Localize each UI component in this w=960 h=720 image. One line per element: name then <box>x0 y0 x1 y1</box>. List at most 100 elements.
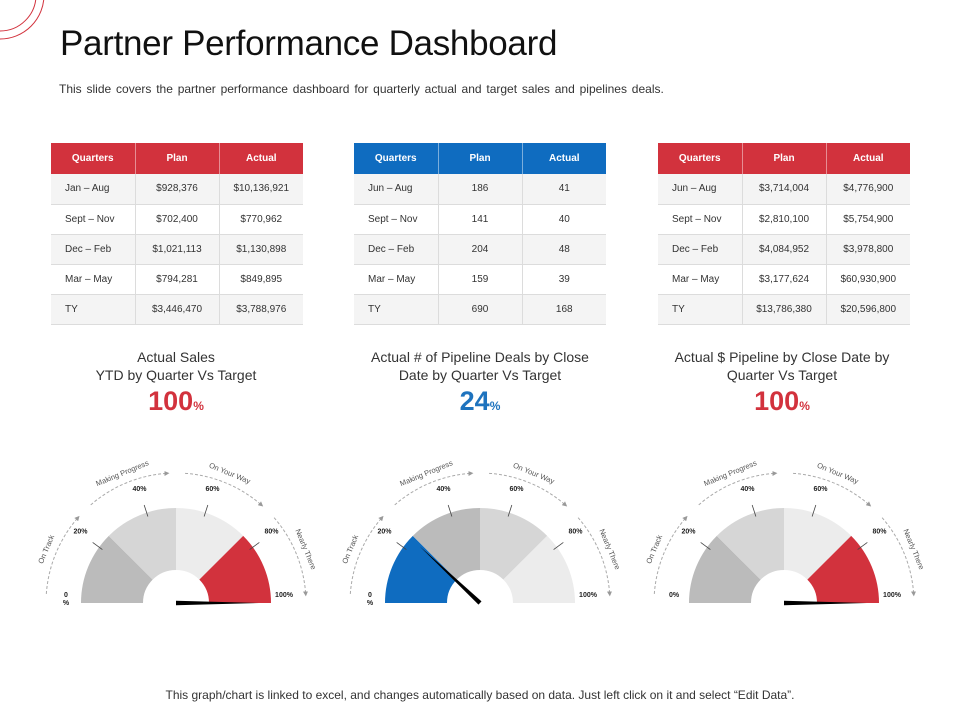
zone-label: Nearly There <box>293 528 318 571</box>
gauge-tick <box>857 542 868 550</box>
gauge-segment <box>689 535 761 603</box>
gauge-tick <box>249 542 260 550</box>
cell-plan: $1,021,113 <box>135 234 220 265</box>
gauge-sales: 0 % 20% 40% 60% 80% 100% On Track Making Progres… <box>36 458 318 607</box>
header-quarters: Quarters <box>51 143 136 174</box>
header-plan: Plan <box>438 143 523 174</box>
tick-label-line: 60% <box>205 486 220 493</box>
zone-label: On Your Way <box>512 461 556 486</box>
header-quarters: Quarters <box>354 143 439 174</box>
gauge-pipeline: 0% 20% 40% 60% 80% 100% On Track Making Progres… <box>644 458 926 606</box>
metric-value-deals: 24% <box>340 386 620 417</box>
tick-label-line: 40% <box>437 486 452 493</box>
gauge-tick <box>92 542 103 550</box>
cell-plan: 204 <box>438 234 523 265</box>
tick-label-line: 100% <box>883 592 902 599</box>
cell-plan: $3,177,624 <box>742 264 827 295</box>
page-subtitle: This slide covers the partner performanc… <box>59 82 664 96</box>
cell-plan: 690 <box>438 294 523 325</box>
cell-actual: 48 <box>522 234 606 265</box>
zone-arc <box>185 472 264 507</box>
zone-label: Making Progress <box>399 458 455 488</box>
cell-actual: $10,136,921 <box>219 174 303 205</box>
cell-actual: $1,130,898 <box>219 234 303 265</box>
zone-arc <box>349 515 384 594</box>
zone-label: On Track <box>644 533 664 565</box>
gauge-segment <box>385 535 457 603</box>
caption-line: YTD by Quarter Vs Target <box>95 367 257 383</box>
metric-number: 100 <box>148 386 194 416</box>
header-plan: Plan <box>135 143 220 174</box>
gauge-segment <box>81 535 153 603</box>
gauge-segment <box>412 508 480 580</box>
header-actual: Actual <box>522 143 606 174</box>
cell-plan: $2,810,100 <box>742 204 827 235</box>
page-title: Partner Performance Dashboard <box>60 24 558 63</box>
gauge-tick <box>811 504 817 517</box>
gauge-tick <box>143 504 149 517</box>
gauge-tick-label: 40% <box>133 486 148 493</box>
tick-label-line: 60% <box>813 486 828 493</box>
zone-label: On Your Way <box>208 461 252 486</box>
tick-label-line: 0% <box>669 592 680 599</box>
tick-label-line: 80% <box>264 529 279 536</box>
gauge-tick <box>553 542 564 550</box>
gauge-tick-label: 20% <box>682 529 697 536</box>
gauge-tick-label: 60% <box>509 486 524 493</box>
header-plan: Plan <box>742 143 827 174</box>
table-row: Dec – Feb $1,021,113 $1,130,898 <box>51 234 303 265</box>
table-row: Jun – Aug $3,714,004 $4,776,900 <box>658 174 910 205</box>
gauge-segment <box>176 508 244 580</box>
cell-quarter: Mar – May <box>51 264 136 295</box>
zone-arc <box>698 470 778 506</box>
gauge-segment <box>716 508 784 580</box>
gauge-tick <box>700 542 711 550</box>
metric-value-pipeline: 100% <box>642 386 922 417</box>
caption-line: Date by Quarter Vs Target <box>398 367 562 383</box>
tick-label-line: % <box>63 600 70 607</box>
zone-arc <box>577 517 613 597</box>
zone-arc <box>45 515 80 594</box>
tick-label-line: 20% <box>378 529 393 536</box>
gauge-segment <box>108 508 176 580</box>
cell-plan: $13,786,380 <box>742 294 827 325</box>
corner-decoration <box>0 0 45 40</box>
cell-actual: $60,930,900 <box>826 264 910 295</box>
gauge-tick-label: 40% <box>437 486 452 493</box>
gauge-tick-label: 40% <box>741 486 756 493</box>
zone-arc <box>793 472 872 507</box>
table-row: TY $13,786,380 $20,596,800 <box>658 294 910 325</box>
zone-arc <box>653 515 688 594</box>
caption-line: Actual # of Pipeline Deals by Close <box>371 349 589 365</box>
caption-line: Actual $ Pipeline by Close Date by <box>674 349 890 365</box>
gauge-tick-label: 20% <box>378 529 393 536</box>
zone-label: On Track <box>36 533 56 565</box>
table-row: Sept – Nov 141 40 <box>354 204 606 235</box>
cell-plan: 186 <box>438 174 523 205</box>
cell-actual: $20,596,800 <box>826 294 910 325</box>
caption-line: Actual Sales <box>137 349 215 365</box>
cell-actual: $5,754,900 <box>826 204 910 235</box>
header-quarters: Quarters <box>658 143 743 174</box>
metric-caption-pipeline: Actual $ Pipeline by Close Date by Quart… <box>642 348 922 384</box>
cell-plan: $3,714,004 <box>742 174 827 205</box>
gauge-segment <box>480 508 548 580</box>
gauge-tick <box>203 504 209 517</box>
tick-label-line: 20% <box>74 529 89 536</box>
zone-arc <box>489 472 568 507</box>
cell-actual: 39 <box>522 264 606 295</box>
tick-label-line: 80% <box>568 529 583 536</box>
metric-number: 100 <box>754 386 800 416</box>
cell-quarter: TY <box>658 294 743 325</box>
cell-plan: 159 <box>438 264 523 295</box>
tick-label-line: 0 <box>368 592 372 599</box>
gauge-tick-label: 80% <box>872 529 887 536</box>
gauge-tick-label: 80% <box>264 529 279 536</box>
gauge-tick-label: 80% <box>568 529 583 536</box>
zone-label: Nearly There <box>901 528 926 571</box>
zone-label: Nearly There <box>597 528 622 571</box>
gauge-tick <box>751 504 757 517</box>
cell-plan: $4,084,952 <box>742 234 827 265</box>
table-row: Mar – May $3,177,624 $60,930,900 <box>658 264 910 295</box>
table-row: Dec – Feb 204 48 <box>354 234 606 265</box>
